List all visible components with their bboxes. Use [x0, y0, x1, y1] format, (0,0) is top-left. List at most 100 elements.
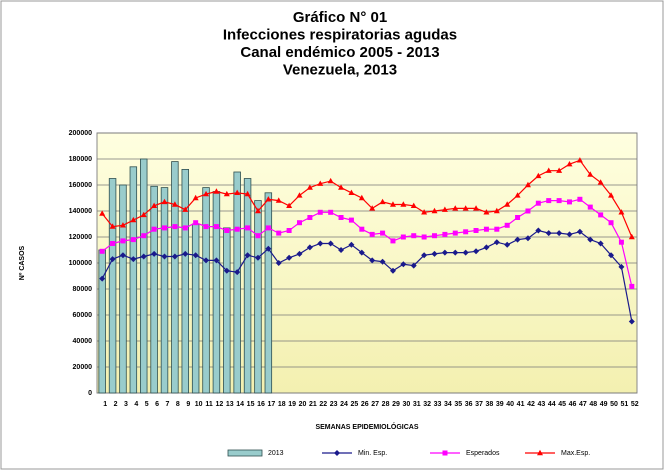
x-tick-label: 2	[114, 401, 118, 408]
point	[203, 190, 210, 197]
x-tick-label: 43	[537, 401, 545, 408]
legend-swatch	[227, 449, 263, 457]
x-tick-label: 17	[267, 401, 275, 408]
x-tick-label: 13	[226, 401, 234, 408]
point	[182, 225, 188, 231]
x-tick-label: 22	[319, 401, 327, 408]
point	[608, 252, 615, 259]
point	[369, 257, 376, 264]
point	[234, 269, 241, 276]
x-tick-label: 1	[103, 401, 107, 408]
point	[307, 215, 313, 220]
y-tick-label: 120000	[69, 234, 92, 241]
point	[338, 184, 345, 190]
bar	[129, 166, 138, 394]
x-tick-label: 45	[558, 401, 566, 408]
point	[254, 254, 261, 261]
x-tick-label: 41	[517, 401, 525, 408]
point	[151, 226, 157, 232]
point	[223, 267, 230, 274]
point	[120, 238, 126, 244]
bar	[254, 200, 262, 394]
point	[577, 196, 583, 202]
point	[348, 241, 355, 248]
point	[306, 244, 313, 251]
point	[192, 194, 199, 201]
point	[151, 202, 158, 208]
point	[473, 248, 480, 255]
line	[101, 159, 633, 238]
point	[265, 196, 272, 202]
point	[379, 258, 386, 265]
point	[556, 198, 562, 204]
y-tick-label: 40000	[73, 338, 93, 345]
point	[358, 194, 365, 201]
point	[369, 231, 375, 237]
point	[483, 226, 489, 232]
bar	[171, 161, 179, 394]
point	[452, 205, 459, 211]
x-tick-label: 25	[351, 401, 359, 408]
point	[348, 217, 354, 223]
y-tick-label: 140000	[69, 208, 92, 215]
x-tick-label: 21	[309, 401, 317, 408]
point	[411, 233, 417, 239]
point	[473, 228, 479, 233]
point	[576, 157, 583, 163]
point	[493, 207, 500, 214]
x-tick-label: 40	[506, 401, 514, 408]
chart-title: Venezuela, 2013	[283, 61, 397, 78]
point	[587, 236, 594, 243]
point	[317, 180, 324, 186]
x-tick-label: 47	[579, 401, 587, 408]
point	[525, 208, 531, 214]
point	[514, 236, 521, 243]
point	[213, 257, 220, 264]
point	[389, 267, 396, 274]
point	[421, 234, 427, 240]
point	[276, 230, 282, 236]
point	[244, 252, 251, 259]
y-tick-label: 180000	[69, 156, 92, 163]
point	[119, 252, 126, 259]
x-tick-label: 19	[288, 401, 296, 408]
x-tick-label: 16	[257, 401, 265, 408]
point	[140, 253, 147, 260]
point	[297, 220, 302, 226]
point	[504, 241, 511, 248]
x-tick-label: 6	[155, 401, 159, 408]
point	[431, 207, 438, 214]
point	[483, 209, 490, 215]
point	[463, 229, 469, 235]
point	[109, 256, 116, 263]
point	[483, 244, 490, 251]
point	[296, 192, 303, 198]
point	[421, 252, 428, 259]
point	[618, 209, 625, 215]
point	[359, 226, 365, 232]
point	[245, 225, 251, 231]
bar	[108, 178, 117, 394]
point	[597, 240, 604, 247]
point	[410, 202, 417, 208]
point	[462, 205, 469, 211]
point	[473, 205, 480, 211]
point	[234, 189, 241, 195]
point	[567, 199, 572, 205]
legend-marker	[537, 449, 543, 456]
x-tick-label: 38	[486, 401, 494, 408]
point	[109, 223, 116, 229]
point	[130, 216, 137, 223]
point	[587, 204, 593, 210]
x-tick-label: 11	[205, 401, 213, 408]
x-tick-label: 12	[216, 401, 224, 408]
point	[338, 215, 344, 220]
point	[524, 181, 531, 188]
y-tick-label: 80000	[73, 286, 93, 293]
y-tick-label: 0	[88, 390, 92, 397]
point	[504, 222, 510, 228]
x-tick-label: 50	[610, 401, 618, 408]
point	[203, 257, 210, 264]
point	[182, 250, 189, 257]
point	[389, 201, 396, 207]
